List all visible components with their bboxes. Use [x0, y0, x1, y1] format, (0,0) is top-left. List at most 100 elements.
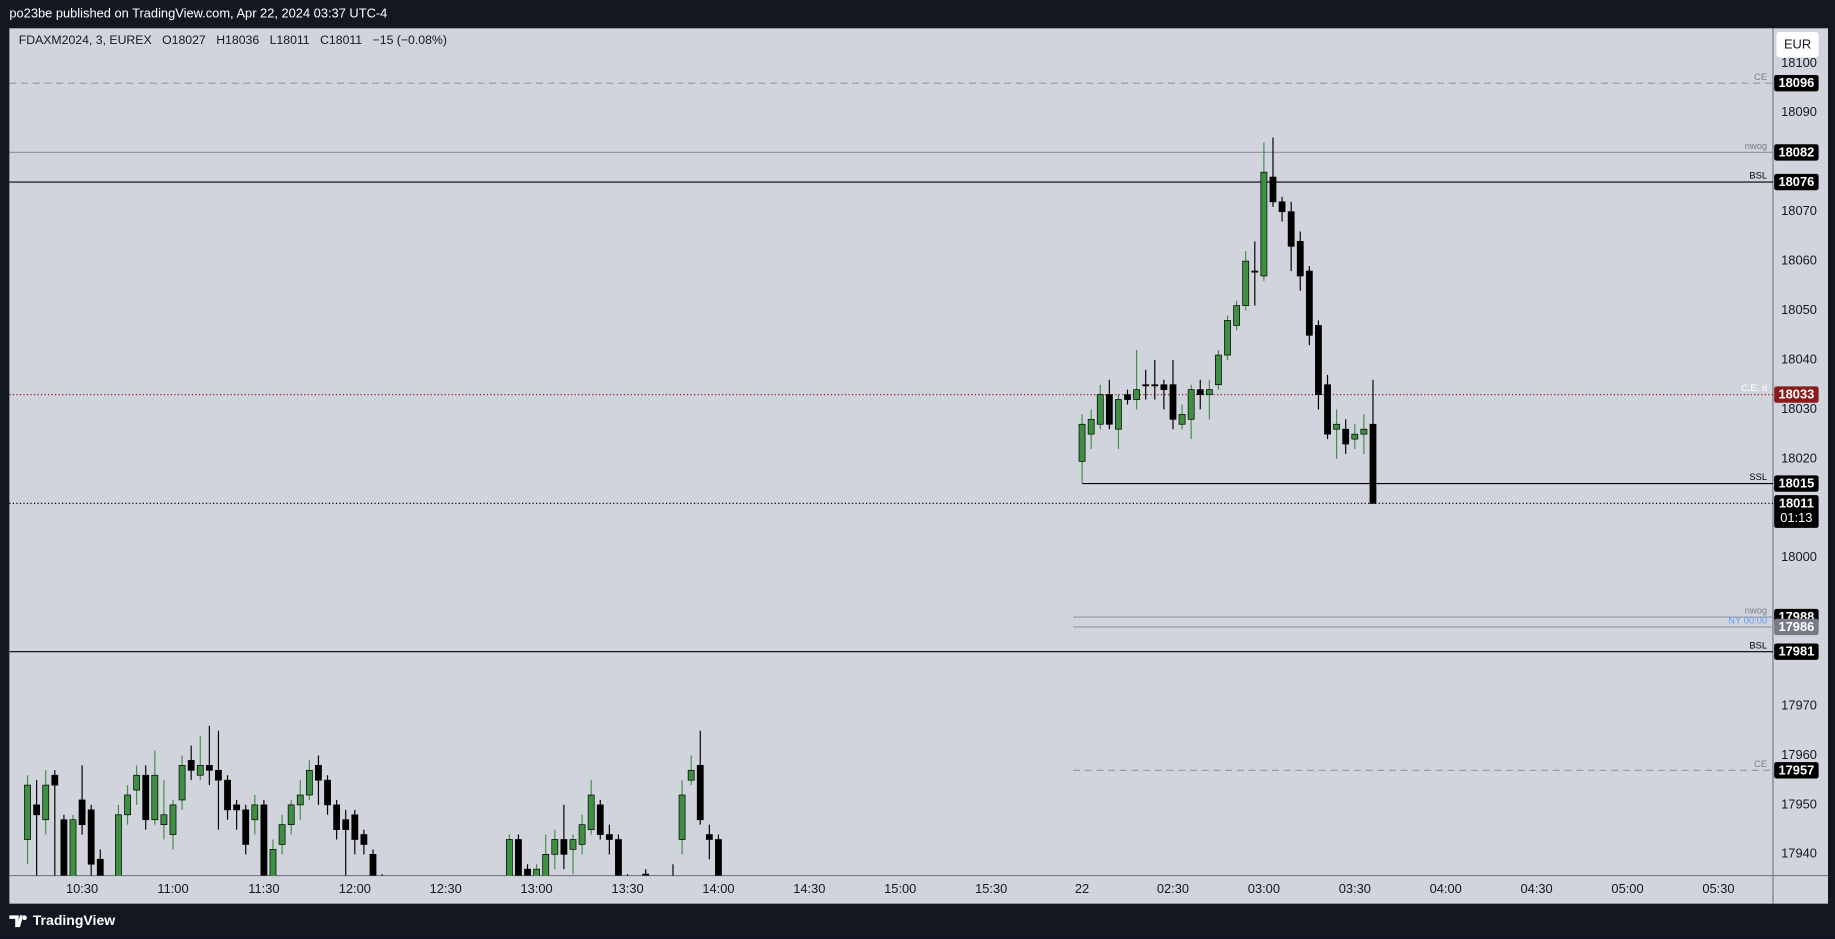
candle-body: [78, 799, 86, 826]
currency[interactable]: EUR: [1784, 37, 1811, 52]
last-price-box: [1774, 495, 1819, 528]
candle-body: [333, 804, 341, 830]
candle-body: [1351, 433, 1359, 440]
candle-body: [215, 769, 222, 781]
candle-body: [124, 794, 131, 816]
candle-body: [315, 765, 322, 781]
y-tick-label: 17970: [1781, 697, 1817, 712]
legend-symbol: FDAXM2024, 3, EUREX: [19, 33, 152, 47]
price-box-label: 17986: [1778, 619, 1814, 634]
level-label: nwog: [1745, 606, 1767, 616]
y-tick-label: 18060: [1781, 253, 1817, 268]
candle-body: [1305, 270, 1313, 336]
candle-body: [1360, 428, 1368, 435]
candle-body: [1233, 305, 1241, 326]
candle-body: [242, 809, 250, 845]
candle-body: [551, 839, 559, 855]
candle-body: [1324, 384, 1331, 435]
x-tick-label: 15:00: [884, 881, 916, 896]
candle-body: [1115, 399, 1122, 430]
y-tick-label: 17940: [1781, 846, 1817, 861]
candle-body: [605, 834, 613, 840]
level-label: NY 00:00: [1728, 616, 1767, 626]
candle-body: [60, 819, 68, 876]
candle-body: [178, 765, 186, 801]
candle-body: [196, 765, 204, 776]
candle-body: [1315, 325, 1322, 395]
x-tick-label: 14:30: [793, 881, 825, 896]
x-tick-label: 12:00: [339, 881, 371, 896]
candle-body: [1178, 414, 1186, 425]
currency-button[interactable]: [1776, 31, 1819, 58]
x-tick-label: 04:00: [1430, 881, 1462, 896]
y-tick-label: 17960: [1781, 747, 1817, 762]
candle-body: [1369, 423, 1377, 504]
candle-body: [1105, 394, 1113, 425]
candle-body: [69, 819, 77, 876]
candle-body: [1242, 260, 1250, 306]
candle-body: [278, 824, 286, 845]
y-tick-label: 18040: [1781, 351, 1817, 366]
candle-body: [1169, 384, 1177, 420]
candle-body: [1196, 389, 1204, 395]
y-tick-label: 18000: [1781, 549, 1817, 564]
x-tick-label: 15:30: [975, 881, 1007, 896]
price-box-label: 17957: [1778, 762, 1814, 777]
candle-body: [678, 794, 686, 840]
candle-body: [42, 784, 50, 821]
candle-body: [1287, 211, 1295, 247]
y-tick-label: 18050: [1781, 302, 1817, 317]
candle-body: [351, 814, 359, 840]
legend-open: O18027: [162, 33, 206, 47]
publisher: po23be published on TradingView.com, Apr…: [9, 6, 387, 21]
price-box: [1774, 74, 1819, 92]
candle-body: [169, 804, 177, 835]
candle-body: [515, 839, 522, 876]
x-tick-label: 04:30: [1521, 881, 1553, 896]
candle-body: [1278, 201, 1286, 213]
logo: [9, 915, 27, 928]
candle-body: [1342, 428, 1350, 445]
x-tick-label: 05:00: [1611, 881, 1643, 896]
candle-body: [1205, 389, 1213, 395]
y-tick-label: 18090: [1781, 104, 1817, 119]
candle-body: [1078, 423, 1086, 462]
candle-body: [287, 804, 295, 826]
candle-body: [1333, 423, 1341, 430]
legend-low: L18011: [270, 33, 310, 47]
candle-body: [596, 804, 604, 835]
candle-body: [251, 804, 259, 821]
price-box: [1774, 386, 1819, 403]
candle-body: [524, 868, 531, 876]
price-box: [1774, 475, 1819, 492]
candle-body: [505, 839, 513, 876]
candle-body: [87, 809, 95, 865]
countdown: 01:13: [1780, 510, 1812, 525]
candle-body: [342, 819, 350, 830]
candle-body: [1260, 171, 1268, 277]
x-tick-label: 05:30: [1702, 881, 1734, 896]
price-box: [1774, 173, 1819, 191]
price-box: [1774, 643, 1819, 660]
y-tick-label: 18100: [1781, 55, 1817, 70]
x-tick-label: 11:00: [157, 881, 188, 896]
x-tick-label: 03:30: [1339, 881, 1371, 896]
last-price-label: 18011: [1779, 495, 1814, 510]
candle-body: [151, 774, 159, 821]
candle-body: [233, 804, 241, 811]
x-tick-label: 22: [1075, 881, 1089, 896]
candle-body: [1133, 389, 1141, 400]
candle-body: [324, 779, 331, 806]
axes: 18100 18090 18070 18060 18050 18040 18030 18020…: [66, 55, 1819, 896]
candle-body: [587, 794, 595, 830]
chart-bg: [9, 28, 1828, 904]
x-tick-label: 14:00: [702, 881, 734, 896]
legend: FDAXM2024, 3, EUREX O18027 H18036 L18011…: [19, 33, 447, 47]
price-box-label: 18096: [1778, 75, 1814, 90]
price-box: [1774, 144, 1819, 161]
candle-body: [1224, 320, 1231, 356]
candle-body: [33, 804, 41, 816]
candle-body: [1096, 394, 1104, 425]
candle-body: [1251, 270, 1259, 273]
